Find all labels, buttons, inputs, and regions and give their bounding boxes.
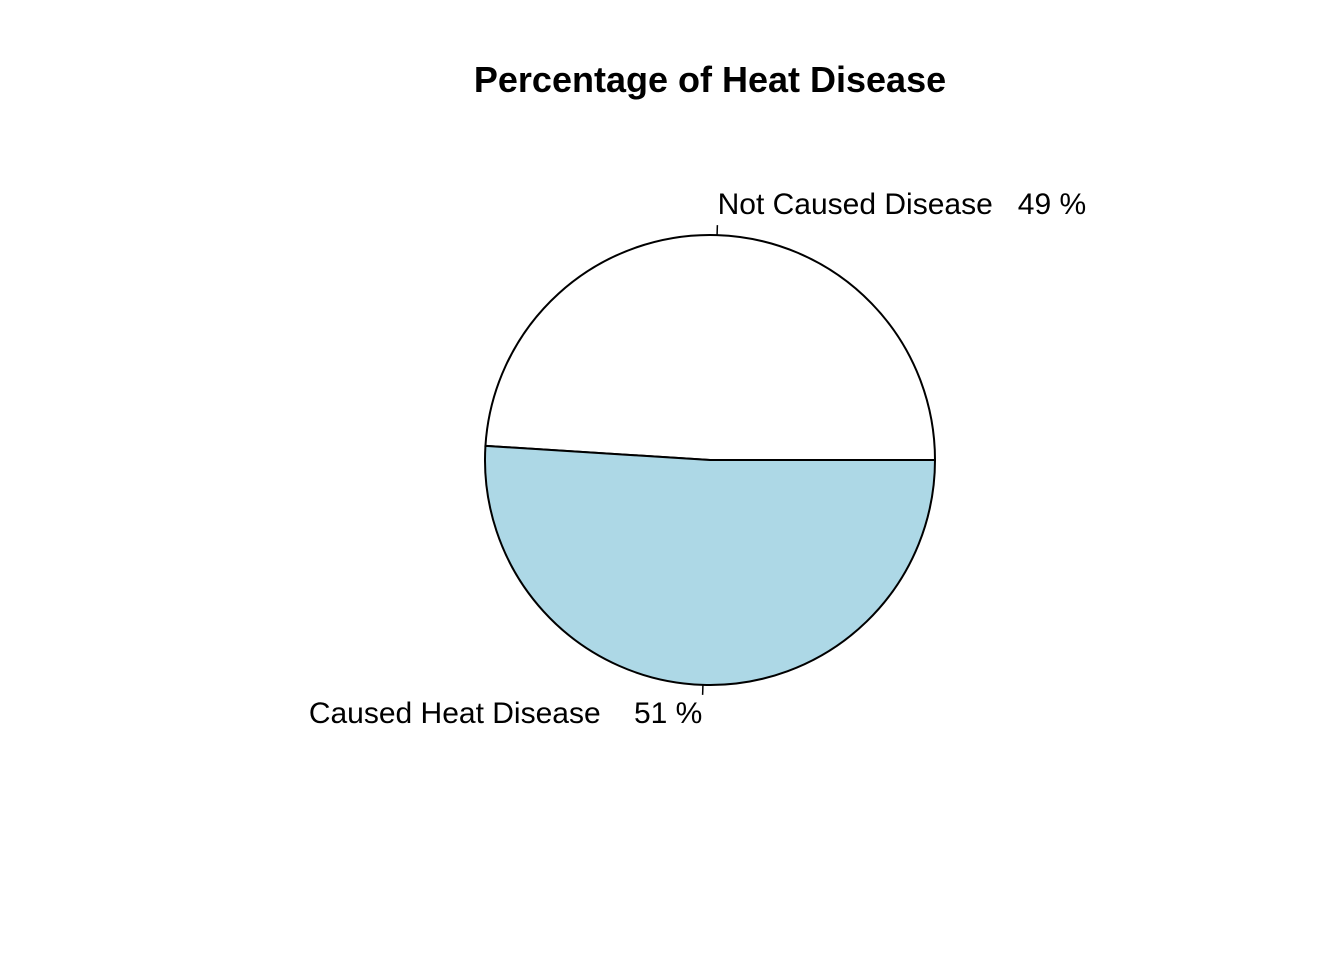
pie-slices — [484, 234, 937, 686]
pie-slice-0 — [484, 234, 937, 461]
pie-labels: Not Caused Disease 49 % Caused Heat Disea… — [309, 188, 1086, 730]
pie-slice-1 — [484, 444, 937, 686]
pie-label-1: Caused Heat Disease 51 % — [309, 697, 703, 730]
pie-label-0: Not Caused Disease 49 % — [718, 188, 1087, 221]
chart-title: Percentage of Heat Disease — [474, 59, 946, 100]
